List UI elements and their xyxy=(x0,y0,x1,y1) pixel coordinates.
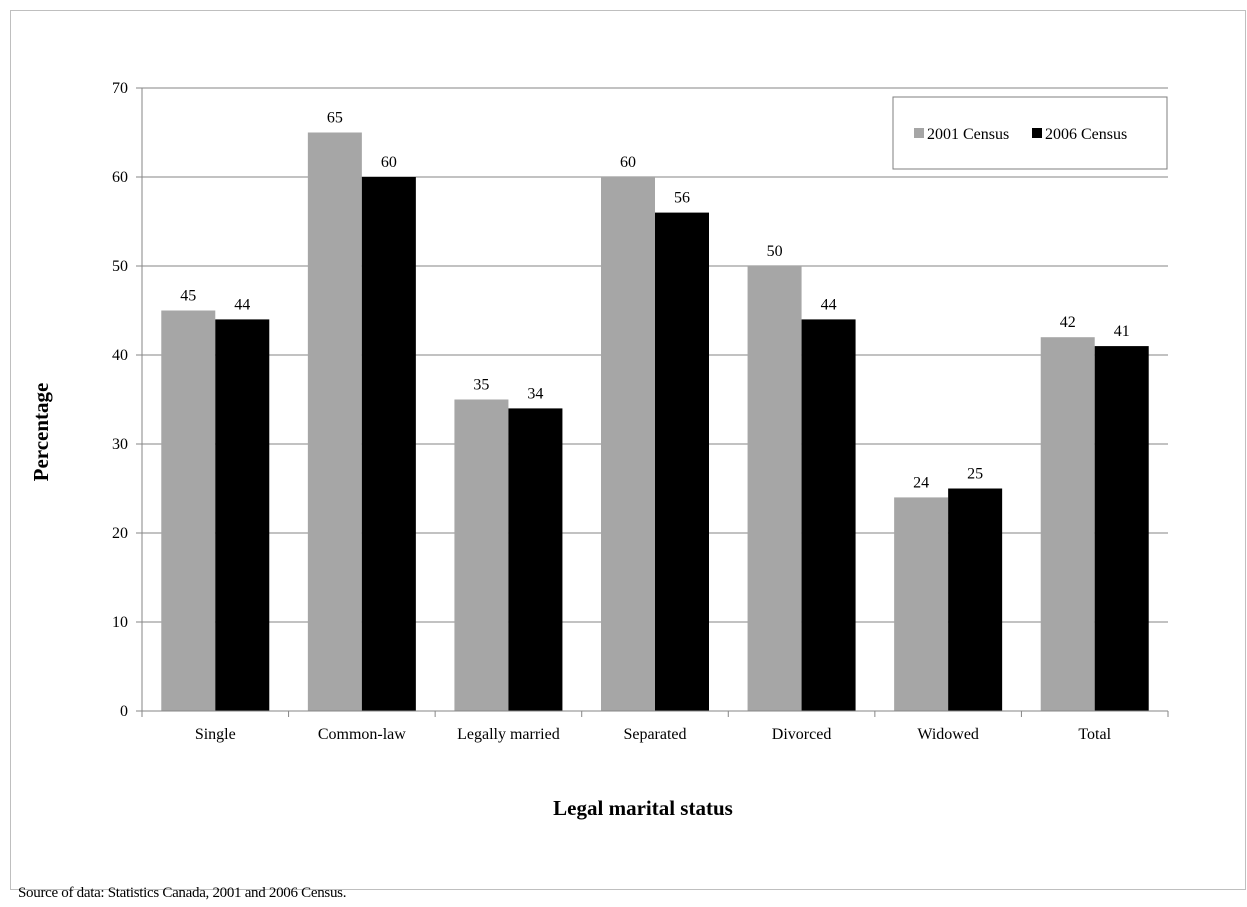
bar-2006 xyxy=(361,177,416,711)
y-tick-label: 60 xyxy=(112,169,128,186)
bar-2006 xyxy=(1094,346,1149,711)
data-label: 45 xyxy=(180,288,196,305)
data-label: 44 xyxy=(821,296,837,313)
y-tick-label: 0 xyxy=(120,703,128,720)
bar-2001 xyxy=(161,310,216,711)
chart-frame xyxy=(10,10,1246,890)
source-note: Source of data: Statistics Canada, 2001 … xyxy=(18,885,347,901)
bar-2001 xyxy=(454,399,509,711)
data-label: 60 xyxy=(620,154,636,171)
x-tick-label: Single xyxy=(195,726,236,743)
x-tick-label: Common-law xyxy=(318,726,406,743)
y-tick-label: 70 xyxy=(112,80,128,97)
data-label: 56 xyxy=(674,190,690,207)
bar-2001 xyxy=(747,266,802,711)
bar-2006 xyxy=(801,319,856,711)
y-tick-label: 20 xyxy=(112,525,128,542)
x-tick-label: Separated xyxy=(623,726,686,743)
legend: 2001 Census 2006 Census xyxy=(892,96,1168,170)
data-label: 41 xyxy=(1114,323,1130,340)
y-tick-label: 30 xyxy=(112,436,128,453)
data-label: 50 xyxy=(767,243,783,260)
y-axis-title: Percentage xyxy=(29,383,53,482)
bar-2006 xyxy=(655,212,709,711)
x-axis-title: Legal marital status xyxy=(553,796,733,820)
axes: 0 10 20 30 40 50 60 70 Single Common-law Legally m… xyxy=(112,80,1169,743)
x-tick-label: Divorced xyxy=(772,726,832,743)
legend-swatch-2006 xyxy=(1032,128,1042,138)
data-label: 65 xyxy=(327,110,343,127)
data-label: 35 xyxy=(473,377,489,394)
bar-2001 xyxy=(894,497,949,711)
y-tick-label: 10 xyxy=(112,614,128,631)
bar-2006 xyxy=(215,319,270,711)
legend-swatch-2001 xyxy=(914,128,924,138)
data-label: 25 xyxy=(967,466,983,483)
bar-2006 xyxy=(508,408,563,711)
data-labels: 45 44 65 60 35 34 60 56 50 44 24 25 42 41 xyxy=(180,110,1129,492)
legend-box xyxy=(892,96,1168,170)
y-tick-label: 40 xyxy=(112,347,128,364)
bar-2001 xyxy=(307,132,362,711)
data-label: 60 xyxy=(381,154,397,171)
bars xyxy=(161,132,1149,711)
x-tick-label: Legally married xyxy=(457,726,560,743)
legend-label-2006: 2006 Census xyxy=(1045,126,1127,143)
bar-2001 xyxy=(601,177,655,711)
data-label: 34 xyxy=(527,385,543,402)
bar-2006 xyxy=(948,488,1003,711)
y-tick-label: 50 xyxy=(112,258,128,275)
bar-2001 xyxy=(1040,337,1095,711)
x-tick-label: Widowed xyxy=(917,726,979,743)
legend-label-2001: 2001 Census xyxy=(927,126,1009,143)
data-label: 24 xyxy=(913,474,929,491)
x-tick-label: Total xyxy=(1078,726,1111,743)
data-label: 42 xyxy=(1060,314,1076,331)
data-label: 44 xyxy=(234,296,250,313)
